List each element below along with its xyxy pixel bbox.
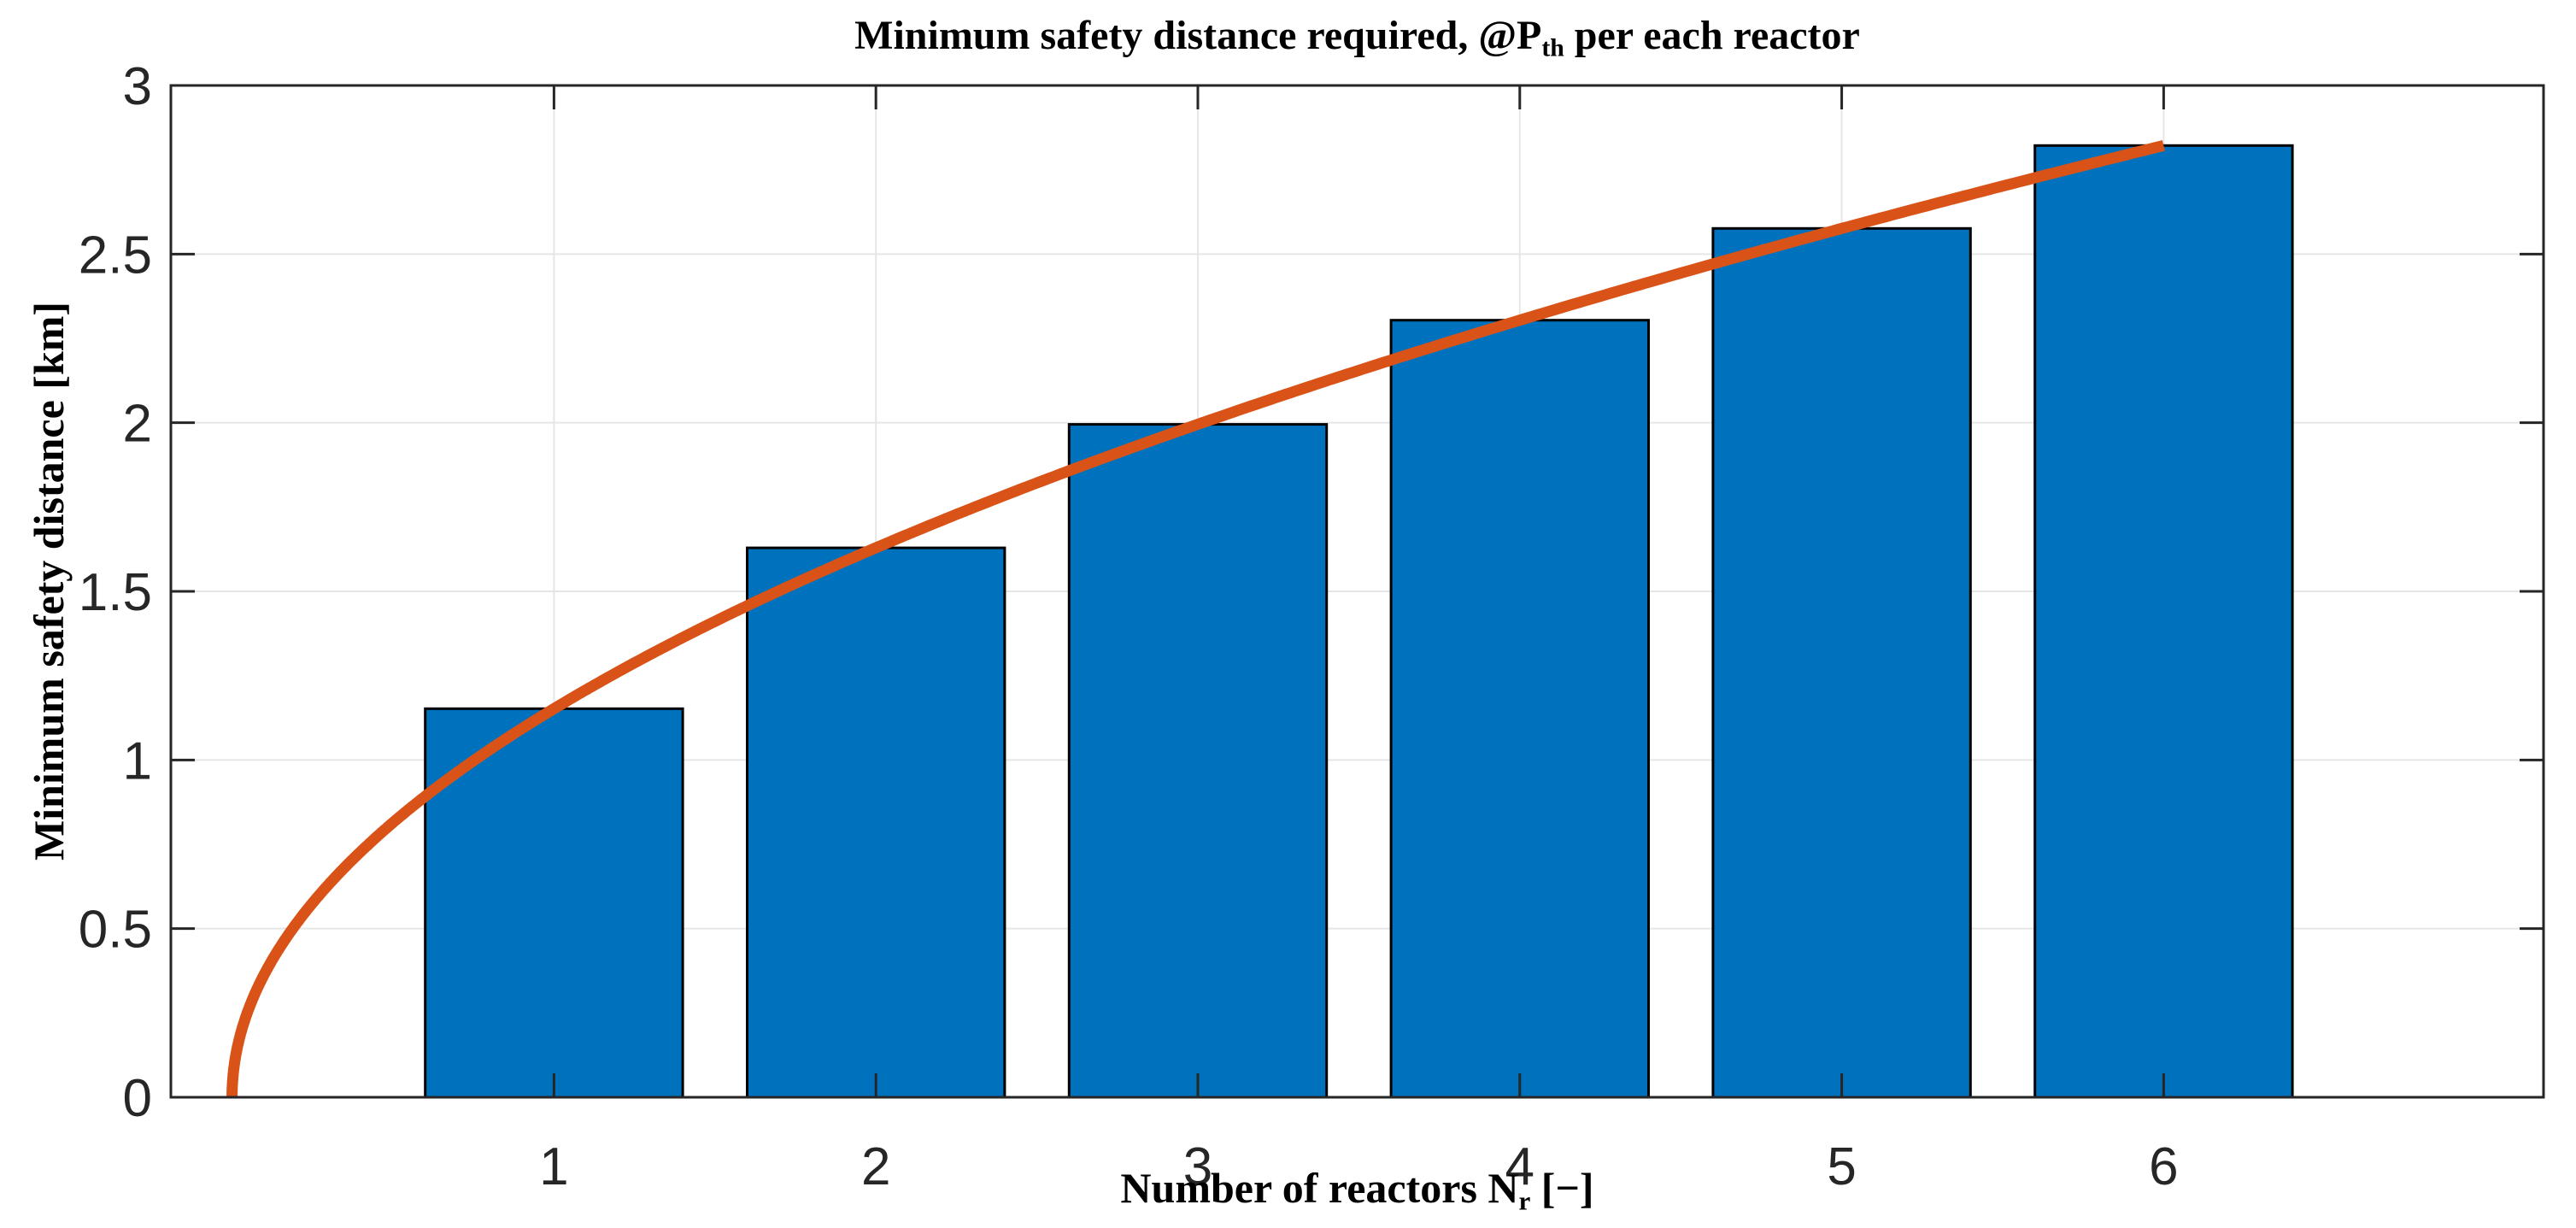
y-tick-label: 1.5 bbox=[79, 563, 152, 622]
x-tick-label: 3 bbox=[1183, 1137, 1212, 1196]
bar bbox=[2033, 144, 2294, 1099]
x-axis-label: Number of reactors Nr [−] bbox=[171, 1160, 2544, 1228]
x-tick-label: 6 bbox=[2149, 1137, 2178, 1196]
bar bbox=[424, 707, 684, 1099]
bar bbox=[1389, 319, 1650, 1099]
y-tick-label: 0 bbox=[123, 1069, 152, 1128]
x-axis-label-text-rest: [−] bbox=[1530, 1164, 1594, 1212]
chart-title-text: Minimum safety distance required, @P bbox=[854, 13, 1542, 58]
x-tick-label: 1 bbox=[539, 1137, 568, 1196]
trend-curve bbox=[226, 139, 2165, 1102]
bar bbox=[1711, 226, 1972, 1099]
y-tick-label: 0.5 bbox=[79, 901, 152, 960]
y-tick-label: 1 bbox=[123, 732, 152, 790]
x-axis-label-text: Number of reactors N bbox=[1120, 1164, 1519, 1212]
chart-title-subscript: th bbox=[1541, 33, 1564, 62]
y-tick-label: 2 bbox=[123, 395, 152, 454]
x-tick-label: 4 bbox=[1505, 1137, 1534, 1196]
x-tick-label: 5 bbox=[1827, 1137, 1856, 1196]
chart-title: Minimum safety distance required, @Pth p… bbox=[171, 10, 2544, 73]
bar bbox=[746, 546, 1006, 1099]
x-tick-label: 2 bbox=[861, 1137, 890, 1196]
chart-title-text-rest: per each reactor bbox=[1564, 13, 1860, 58]
bar bbox=[1067, 423, 1329, 1099]
x-axis-label-subscript: r bbox=[1518, 1185, 1531, 1216]
y-tick-label: 2.5 bbox=[79, 226, 152, 285]
y-tick-label: 3 bbox=[123, 57, 152, 116]
